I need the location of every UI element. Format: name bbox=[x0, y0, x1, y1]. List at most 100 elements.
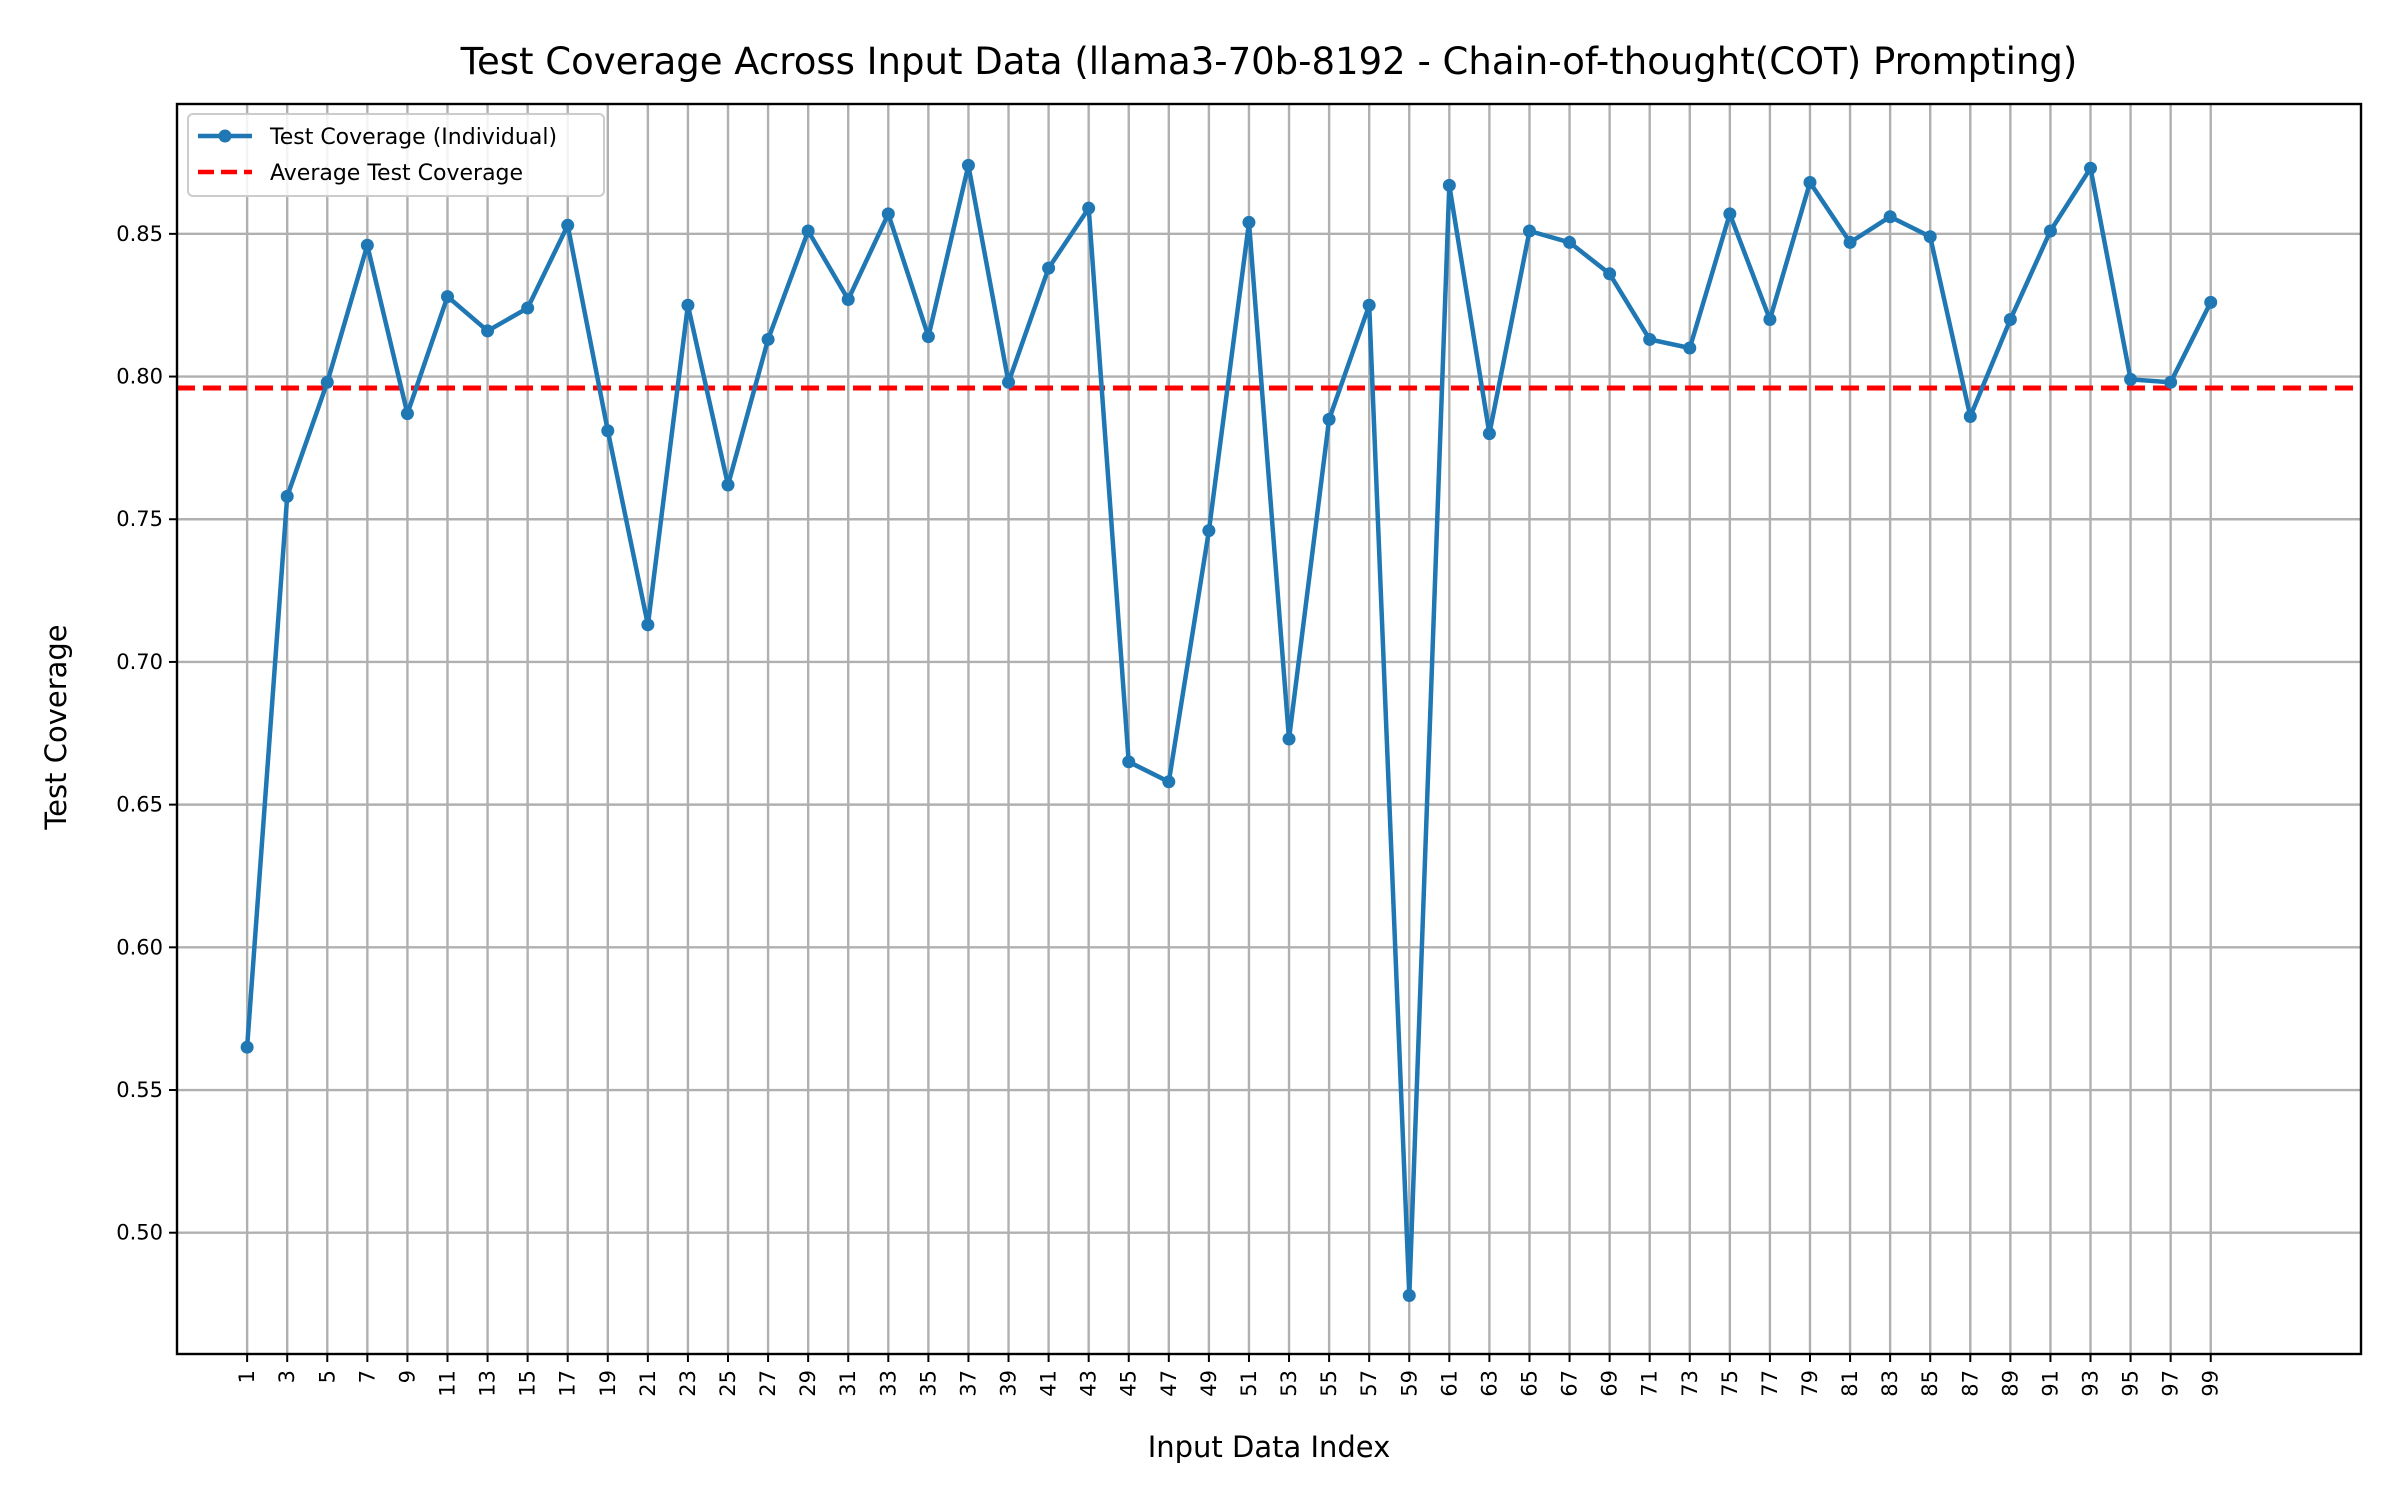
test-coverage-point bbox=[1643, 332, 1657, 346]
x-tick-label: 19 bbox=[596, 1370, 620, 1397]
x-tick-label: 83 bbox=[1878, 1370, 1902, 1397]
x-axis-ticks: 1 3 5 7 9 11 13 15 17 19 21 23 25 27 29 31 33 35 37 39 41 43 4… bbox=[235, 1354, 2223, 1397]
x-tick-label: 7 bbox=[355, 1370, 379, 1383]
x-tick-label: 31 bbox=[836, 1370, 860, 1397]
test-coverage-point bbox=[280, 489, 294, 503]
series-layer bbox=[240, 158, 2218, 1302]
x-tick-label: 65 bbox=[1517, 1370, 1541, 1397]
test-coverage-point bbox=[561, 218, 575, 232]
legend-marker-individual bbox=[218, 129, 232, 143]
legend-box bbox=[187, 113, 605, 197]
x-tick-label: 95 bbox=[2119, 1370, 2143, 1397]
x-tick-label: 43 bbox=[1077, 1370, 1101, 1397]
test-coverage-point bbox=[1162, 775, 1176, 789]
x-tick-label: 73 bbox=[1678, 1370, 1702, 1397]
test-coverage-point bbox=[1002, 375, 1016, 389]
chart-title: Test Coverage Across Input Data (llama3-… bbox=[460, 40, 2078, 83]
x-tick-label: 15 bbox=[516, 1370, 540, 1397]
test-coverage-point bbox=[1603, 267, 1617, 281]
x-tick-label: 25 bbox=[716, 1370, 740, 1397]
test-coverage-point bbox=[320, 375, 334, 389]
x-tick-label: 63 bbox=[1477, 1370, 1501, 1397]
x-tick-label: 47 bbox=[1157, 1370, 1181, 1397]
test-coverage-point bbox=[2204, 295, 2218, 309]
test-coverage-point bbox=[521, 301, 535, 315]
x-tick-label: 91 bbox=[2038, 1370, 2062, 1397]
test-coverage-point bbox=[1442, 178, 1456, 192]
x-tick-label: 71 bbox=[1638, 1370, 1662, 1397]
x-tick-label: 89 bbox=[1998, 1370, 2022, 1397]
x-tick-label: 21 bbox=[636, 1370, 660, 1397]
x-tick-label: 11 bbox=[435, 1370, 459, 1397]
x-tick-label: 57 bbox=[1357, 1370, 1381, 1397]
test-coverage-point bbox=[2003, 312, 2017, 326]
y-tick-label: 0.55 bbox=[116, 1078, 163, 1102]
x-tick-label: 45 bbox=[1117, 1370, 1141, 1397]
legend-label-average: Average Test Coverage bbox=[270, 161, 523, 186]
x-tick-label: 55 bbox=[1317, 1370, 1341, 1397]
test-coverage-point bbox=[921, 330, 935, 344]
test-coverage-point bbox=[2124, 372, 2138, 386]
legend-label-individual: Test Coverage (Individual) bbox=[269, 125, 557, 150]
x-tick-label: 77 bbox=[1758, 1370, 1782, 1397]
x-tick-label: 51 bbox=[1237, 1370, 1261, 1397]
x-tick-label: 67 bbox=[1558, 1370, 1582, 1397]
test-coverage-point bbox=[1563, 235, 1577, 249]
x-tick-label: 69 bbox=[1598, 1370, 1622, 1397]
test-coverage-point bbox=[1923, 230, 1937, 244]
x-tick-label: 9 bbox=[395, 1370, 419, 1383]
y-axis-label: Test Coverage bbox=[39, 624, 73, 830]
test-coverage-point bbox=[801, 224, 815, 238]
test-coverage-point bbox=[1683, 341, 1697, 355]
test-coverage-point bbox=[681, 298, 695, 312]
x-tick-label: 27 bbox=[756, 1370, 780, 1397]
y-tick-label: 0.70 bbox=[116, 650, 163, 674]
test-coverage-point bbox=[961, 158, 975, 172]
x-axis-label: Input Data Index bbox=[1148, 1430, 1391, 1464]
y-tick-label: 0.60 bbox=[116, 935, 163, 959]
y-tick-label: 0.75 bbox=[116, 507, 163, 531]
x-tick-label: 81 bbox=[1838, 1370, 1862, 1397]
x-tick-label: 17 bbox=[556, 1370, 580, 1397]
plot-frame bbox=[175, 102, 2363, 1356]
test-coverage-point bbox=[761, 332, 775, 346]
test-coverage-point bbox=[2164, 375, 2178, 389]
x-tick-label: 39 bbox=[997, 1370, 1021, 1397]
x-tick-label: 97 bbox=[2159, 1370, 2183, 1397]
y-tick-label: 0.85 bbox=[116, 222, 163, 246]
test-coverage-point bbox=[2084, 161, 2098, 175]
x-tick-label: 85 bbox=[1918, 1370, 1942, 1397]
test-coverage-point bbox=[881, 207, 895, 221]
test-coverage-point bbox=[1482, 427, 1496, 441]
x-tick-label: 87 bbox=[1958, 1370, 1982, 1397]
test-coverage-point bbox=[240, 1040, 254, 1054]
test-coverage-point bbox=[1763, 312, 1777, 326]
test-coverage-point bbox=[1042, 261, 1056, 275]
x-tick-label: 5 bbox=[315, 1370, 339, 1383]
x-tick-label: 29 bbox=[796, 1370, 820, 1397]
x-tick-label: 1 bbox=[235, 1370, 259, 1383]
test-coverage-point bbox=[1122, 755, 1136, 769]
test-coverage-point bbox=[841, 292, 855, 306]
x-tick-label: 35 bbox=[916, 1370, 940, 1397]
test-coverage-point bbox=[360, 238, 374, 252]
test-coverage-point bbox=[1202, 524, 1216, 538]
test-coverage-series-line bbox=[244, 163, 2213, 1298]
test-coverage-point bbox=[1402, 1288, 1416, 1302]
test-coverage-point bbox=[1282, 732, 1296, 746]
test-coverage-point bbox=[1963, 410, 1977, 423]
test-coverage-point bbox=[1082, 201, 1096, 215]
x-tick-label: 61 bbox=[1437, 1370, 1461, 1397]
legend: Test Coverage (Individual) Average Test … bbox=[187, 113, 605, 197]
test-coverage-point bbox=[1522, 224, 1536, 238]
x-tick-label: 75 bbox=[1718, 1370, 1742, 1397]
test-coverage-point bbox=[1242, 215, 1256, 229]
test-coverage-point bbox=[440, 290, 454, 304]
test-coverage-point bbox=[1803, 175, 1817, 189]
test-coverage-point bbox=[601, 424, 615, 438]
x-tick-label: 49 bbox=[1197, 1370, 1221, 1397]
test-coverage-point bbox=[1883, 210, 1897, 224]
test-coverage-point bbox=[721, 478, 735, 492]
